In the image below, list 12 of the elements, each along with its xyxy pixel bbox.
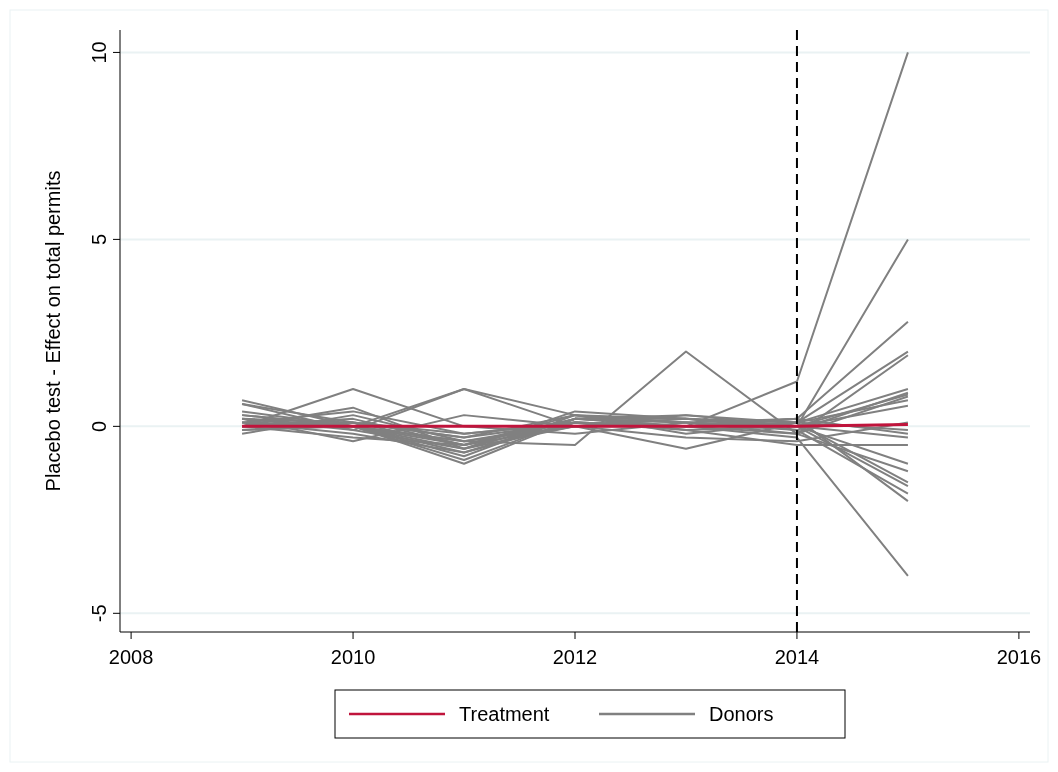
- x-tick-label: 2008: [108, 646, 154, 668]
- x-tick-label: 2014: [774, 646, 820, 668]
- x-tick-label: 2016: [996, 646, 1042, 668]
- y-tick-label: 0: [88, 420, 110, 432]
- y-tick-label: -5: [88, 604, 110, 623]
- x-tick-label: 2012: [552, 646, 598, 668]
- y-tick-label: 10: [88, 41, 110, 64]
- y-axis-title: Placebo test - Effect on total permits: [42, 170, 64, 492]
- x-tick-label: 2010: [330, 646, 376, 668]
- y-tick-label: 5: [88, 233, 110, 245]
- legend-label: Donors: [709, 703, 774, 725]
- legend-label: Treatment: [459, 703, 550, 725]
